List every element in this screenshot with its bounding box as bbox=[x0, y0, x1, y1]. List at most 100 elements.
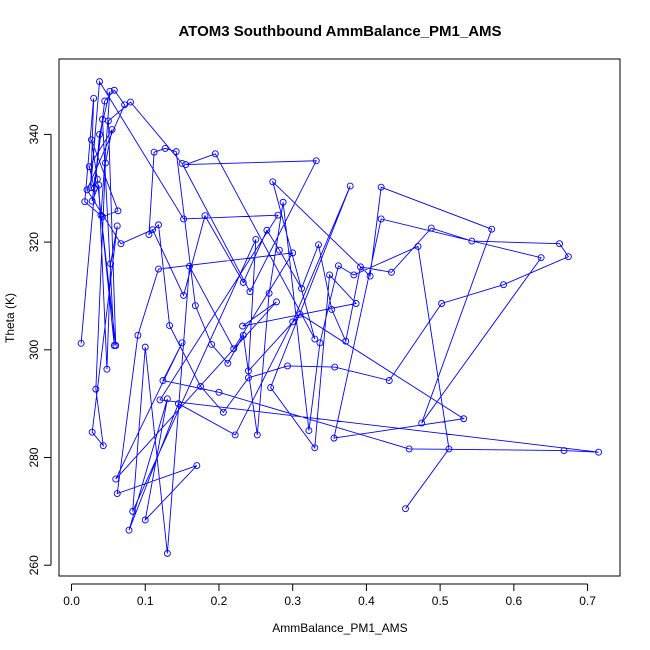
data-point bbox=[311, 444, 319, 452]
data-point bbox=[305, 427, 313, 435]
data-point bbox=[289, 249, 297, 257]
data-point bbox=[366, 272, 374, 280]
data-point bbox=[488, 225, 496, 233]
x-tick-label: 0.4 bbox=[358, 594, 375, 608]
data-point bbox=[163, 395, 171, 403]
y-axis: 260 280 300 320 340 bbox=[27, 124, 52, 575]
data-point bbox=[352, 300, 360, 307]
data-point bbox=[155, 221, 162, 229]
data-point bbox=[159, 377, 167, 384]
data-point bbox=[90, 184, 98, 192]
data-point bbox=[263, 226, 271, 234]
data-point bbox=[191, 302, 199, 310]
y-tick-label: 320 bbox=[27, 232, 41, 252]
data-point bbox=[265, 289, 273, 297]
data-point bbox=[402, 505, 409, 513]
y-tick-label: 260 bbox=[27, 555, 41, 575]
data-point bbox=[219, 408, 227, 416]
x-tick-label: 0.5 bbox=[432, 594, 449, 608]
data-point bbox=[145, 231, 153, 239]
x-tick-label: 0.3 bbox=[284, 594, 301, 608]
data-point bbox=[101, 159, 109, 167]
data-point bbox=[215, 388, 223, 396]
data-point bbox=[267, 384, 275, 391]
data-point bbox=[245, 374, 252, 382]
data-point bbox=[331, 363, 339, 371]
x-axis-label: AmmBalance_PM1_AMS bbox=[272, 621, 407, 635]
data-point bbox=[110, 86, 118, 94]
data-point bbox=[178, 160, 186, 167]
y-tick-label: 280 bbox=[27, 447, 41, 467]
data-point bbox=[99, 115, 106, 123]
data-point bbox=[129, 507, 137, 515]
data-point bbox=[108, 126, 116, 134]
data-point bbox=[350, 271, 358, 279]
data-point bbox=[172, 148, 180, 156]
data-point bbox=[101, 97, 109, 105]
data-point bbox=[106, 87, 114, 95]
data-point bbox=[77, 339, 85, 347]
data-point bbox=[201, 212, 209, 220]
data-point bbox=[155, 265, 162, 273]
plot-frame bbox=[58, 58, 621, 577]
data-point bbox=[161, 144, 169, 152]
data-point bbox=[388, 268, 395, 276]
y-tick-label: 300 bbox=[27, 339, 41, 359]
data-point bbox=[81, 198, 89, 206]
data-point bbox=[174, 400, 182, 408]
data-point bbox=[113, 490, 121, 498]
data-point bbox=[342, 337, 350, 345]
data-point bbox=[269, 178, 277, 186]
data-point bbox=[127, 98, 134, 106]
data-point bbox=[253, 431, 261, 439]
data-point bbox=[445, 445, 453, 453]
data-point bbox=[163, 549, 171, 557]
data-point bbox=[180, 291, 188, 299]
data-point bbox=[274, 211, 282, 219]
data-point bbox=[246, 288, 254, 296]
data-point bbox=[99, 442, 107, 450]
data-point bbox=[595, 448, 603, 456]
data-point bbox=[284, 362, 291, 370]
data-point bbox=[346, 182, 354, 190]
data-point bbox=[245, 367, 252, 375]
data-point bbox=[85, 163, 93, 171]
data-point bbox=[326, 271, 333, 279]
data-point bbox=[564, 253, 572, 261]
data-point bbox=[92, 385, 100, 393]
y-axis-label: Theta (K) bbox=[3, 293, 17, 343]
data-point bbox=[99, 213, 106, 221]
x-tick-label: 0.6 bbox=[506, 594, 523, 608]
data-point bbox=[239, 331, 247, 339]
data-point bbox=[231, 431, 239, 439]
data-point bbox=[211, 150, 219, 158]
x-axis: 0.0 0.1 0.2 0.3 0.4 0.5 0.6 0.7 bbox=[63, 583, 596, 608]
data-point bbox=[180, 215, 188, 223]
data-point bbox=[166, 322, 174, 330]
data-point bbox=[96, 130, 104, 138]
data-point bbox=[149, 226, 157, 234]
data-point bbox=[134, 331, 142, 339]
data-point bbox=[97, 211, 105, 219]
data-point bbox=[182, 161, 190, 169]
data-point bbox=[414, 242, 422, 250]
data-point bbox=[273, 298, 280, 306]
x-tick-label: 0.7 bbox=[579, 594, 596, 608]
data-point bbox=[289, 318, 297, 326]
data-point bbox=[418, 419, 426, 427]
x-tick-label: 0.1 bbox=[137, 594, 154, 608]
data-point bbox=[83, 186, 91, 194]
data-point bbox=[239, 279, 247, 286]
data-point bbox=[117, 240, 125, 248]
data-point bbox=[150, 148, 158, 156]
data-point bbox=[385, 377, 393, 384]
data-point bbox=[334, 262, 342, 270]
data-point bbox=[468, 237, 476, 245]
data-point bbox=[328, 305, 336, 313]
data-point bbox=[95, 181, 103, 189]
data-point bbox=[112, 475, 120, 483]
data-point bbox=[230, 345, 238, 353]
data-point bbox=[224, 359, 232, 367]
data-point bbox=[90, 94, 98, 102]
data-point bbox=[113, 222, 121, 230]
